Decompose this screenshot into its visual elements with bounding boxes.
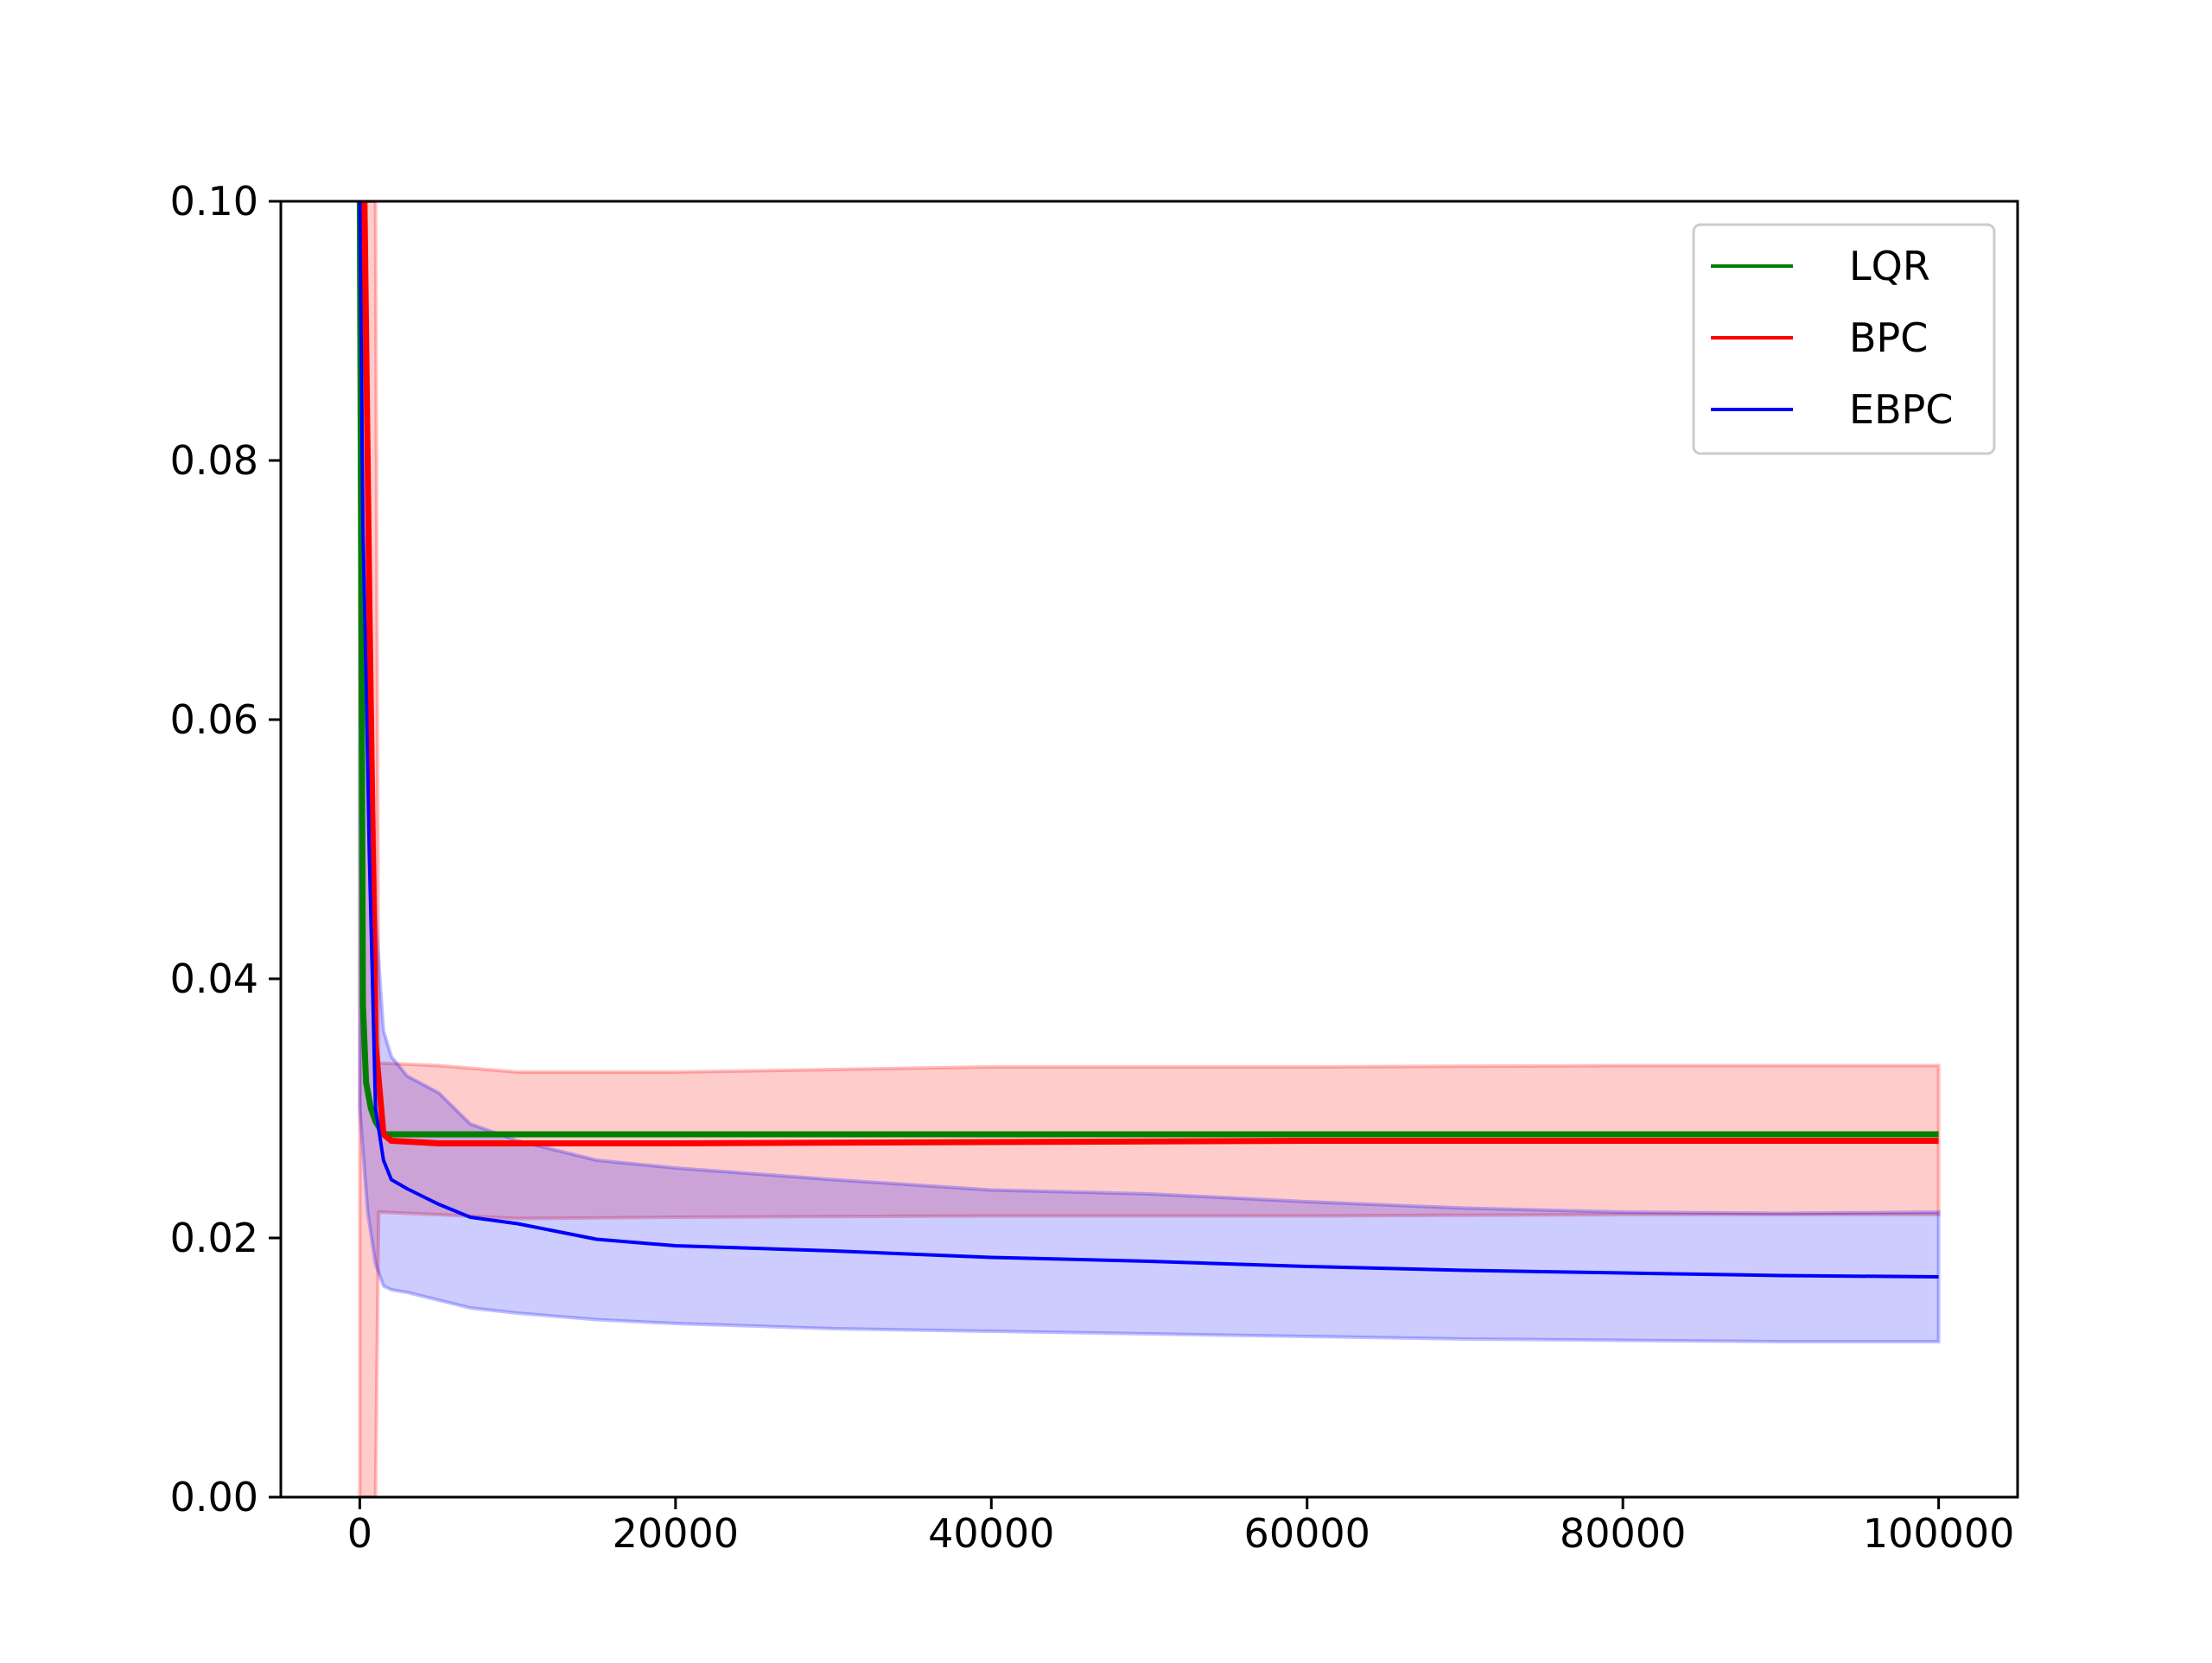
x-tick-label: 20000: [613, 1510, 739, 1557]
x-tick-label: 40000: [928, 1510, 1054, 1557]
y-tick-label: 0.04: [170, 955, 258, 1002]
plot-area-frame: [279, 200, 2019, 1499]
x-tick-label: 80000: [1560, 1510, 1686, 1557]
series-line-ebpc: [358, 201, 1939, 1279]
band-bpc: [358, 201, 1941, 1497]
legend: LQR BPC EBPC: [1692, 223, 1996, 455]
y-tick-label: 0.02: [170, 1215, 258, 1261]
series-lines: [356, 201, 1939, 1279]
legend-box: [1692, 223, 1996, 455]
x-tick-label: 0: [347, 1510, 372, 1557]
y-axis: 0.00 0.02 0.04 0.06 0.08 0.10: [170, 178, 281, 1520]
x-axis: 0 20000 40000 60000 80000 100000: [347, 1497, 2015, 1557]
legend-label-bpc: BPC: [1849, 314, 1928, 361]
confidence-bands: [358, 201, 1941, 1497]
y-tick-label: 0.08: [170, 437, 258, 484]
legend-label-ebpc: EBPC: [1849, 386, 1953, 433]
y-tick-label: 0.06: [170, 696, 258, 743]
y-tick-label: 0.10: [170, 178, 258, 225]
x-tick-label: 100000: [1863, 1510, 2015, 1557]
legend-label-lqr: LQR: [1849, 243, 1930, 289]
series-line-bpc: [359, 201, 1939, 1146]
x-tick-label: 60000: [1244, 1510, 1370, 1557]
band-ebpc: [358, 201, 1941, 1343]
y-tick-label: 0.00: [170, 1474, 258, 1520]
